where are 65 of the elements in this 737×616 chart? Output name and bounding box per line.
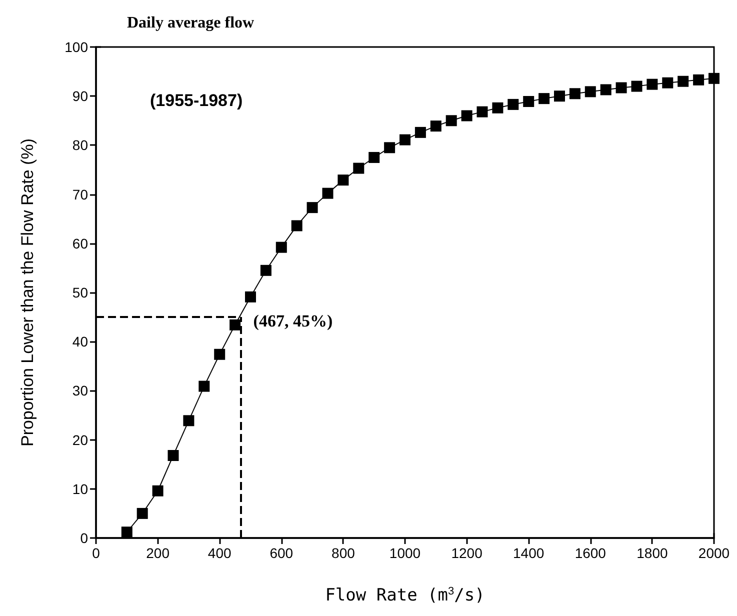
point	[198, 380, 210, 392]
point	[708, 72, 720, 84]
point	[430, 120, 442, 132]
point	[538, 93, 550, 104]
point	[678, 76, 689, 87]
point	[368, 152, 380, 163]
y-tick-label: 30	[72, 382, 88, 399]
point	[646, 78, 658, 90]
point	[523, 96, 534, 107]
point	[554, 90, 565, 102]
point	[400, 134, 410, 146]
y-tick-label: 60	[72, 235, 88, 252]
point	[693, 74, 704, 86]
point	[461, 110, 472, 122]
x-tick-label: 0	[92, 545, 100, 561]
y-tick-label: 40	[72, 334, 88, 350]
point	[584, 86, 596, 98]
y-tick-label: 100	[64, 39, 88, 55]
x-tick-label: 1200	[451, 545, 483, 561]
y-tick-label: 70	[72, 186, 88, 202]
point	[414, 126, 426, 138]
point	[384, 142, 396, 154]
chart-title: Daily average flow	[127, 14, 255, 32]
x-tick-label: 1000	[389, 545, 421, 561]
point	[353, 162, 364, 174]
y-tick-label: 80	[72, 137, 88, 154]
x-tick-label: 800	[332, 545, 356, 561]
point	[214, 348, 226, 360]
point	[306, 202, 318, 214]
point	[322, 188, 334, 199]
point	[276, 242, 287, 253]
point	[121, 526, 132, 538]
y-tick-label: 20	[72, 432, 88, 448]
point	[662, 77, 674, 88]
x-tick-label: 2000	[698, 545, 730, 561]
point	[338, 174, 349, 186]
point	[260, 264, 272, 276]
annotation: (1955-1987)	[150, 91, 243, 110]
x-tick-label: 600	[270, 545, 294, 561]
x-tick-label: 200	[146, 545, 170, 561]
point	[569, 88, 580, 100]
point	[168, 450, 179, 462]
x-tick-label: 1600	[574, 545, 606, 561]
point	[446, 115, 457, 126]
x-tick-label: 1800	[636, 545, 668, 561]
x-tick-label: 1400	[513, 545, 544, 561]
point	[600, 84, 612, 96]
y-axis-title: Proportion Lower than the Flow Rate (%)	[18, 138, 37, 447]
point	[183, 415, 194, 426]
point	[616, 82, 627, 94]
point	[136, 508, 148, 519]
point	[492, 102, 504, 114]
point	[476, 106, 488, 118]
y-tick-label: 10	[72, 480, 88, 497]
point	[508, 98, 519, 110]
y-tick-label: 90	[72, 88, 88, 104]
y-tick-label: 50	[72, 284, 88, 300]
annotation: (467, 45%)	[253, 312, 333, 331]
x-tick-label: 400	[208, 545, 232, 561]
point	[245, 291, 256, 302]
point	[230, 319, 241, 330]
point	[152, 485, 164, 496]
point	[631, 80, 642, 92]
point	[291, 220, 302, 232]
y-tick-label: 0	[80, 530, 88, 546]
